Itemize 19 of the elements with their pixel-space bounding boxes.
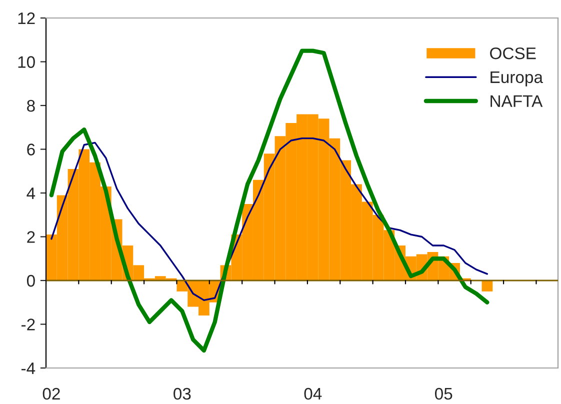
- x-tick-label: 04: [304, 388, 322, 400]
- y-tick-label: 4: [26, 188, 36, 200]
- legend-label: NAFTA: [490, 95, 543, 107]
- line-series: [49, 48, 490, 353]
- x-tick-label: 05: [435, 388, 452, 400]
- bar: [482, 280, 493, 292]
- y-tick-label: 6: [27, 144, 35, 156]
- y-tick-label: -4: [22, 362, 36, 374]
- y-tick-label: 10: [18, 56, 35, 68]
- y-tick-label: 2: [27, 231, 35, 243]
- x-tick-label: 02: [42, 388, 60, 400]
- line-series: [50, 137, 488, 302]
- legend-label: OCSE: [490, 47, 536, 60]
- x-tick-label: 03: [174, 388, 191, 400]
- y-tick-label: 0: [26, 274, 35, 287]
- y-tick-label: -2: [22, 318, 35, 330]
- y-tick-label: 8: [27, 100, 35, 112]
- y-tick-label: 12: [18, 12, 35, 24]
- legend-label: Europa: [490, 71, 544, 86]
